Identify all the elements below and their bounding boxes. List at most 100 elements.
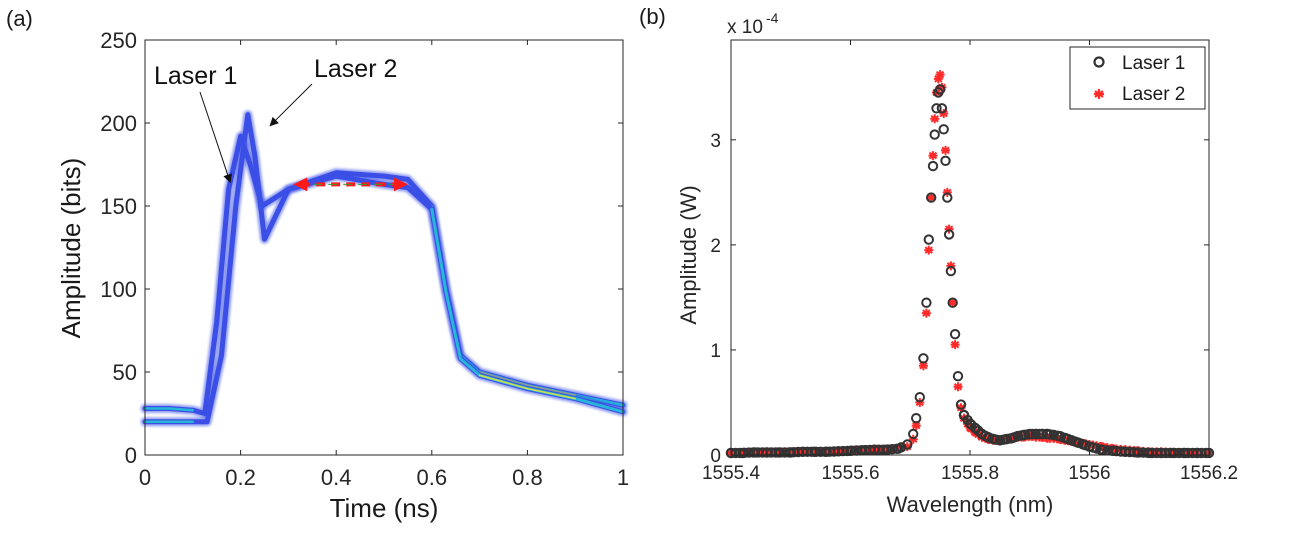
marker-laser-2 — [933, 74, 943, 84]
x-tick-label-b: 1556.2 — [1180, 463, 1238, 484]
marker-laser-1 — [936, 103, 948, 114]
y-tick-label-a: 50 — [113, 360, 137, 385]
y-tick-label-b: 1 — [710, 341, 721, 362]
marker-laser-1 — [902, 439, 913, 450]
series-laser-1 — [725, 84, 1215, 459]
legend-label-laser2: Laser 2 — [1122, 84, 1185, 105]
x-tick-label-a: 0.8 — [512, 465, 543, 490]
marker-laser-2 — [944, 224, 954, 234]
marker-laser-1 — [1196, 447, 1207, 459]
panel-a-label: (a) — [6, 6, 33, 31]
x-axis-label-b: Wavelength (nm) — [887, 492, 1054, 517]
marker-laser-1 — [949, 329, 961, 340]
y-tick-label-a: 150 — [100, 194, 137, 219]
marker-laser-1 — [1030, 428, 1041, 440]
x-tick-label-b: 1556 — [1068, 463, 1110, 484]
trace-laser-2 — [140, 110, 628, 427]
legend-label-laser1: Laser 1 — [1122, 53, 1185, 74]
marker-laser-1 — [908, 428, 919, 440]
marker-laser-1 — [929, 129, 940, 140]
marker-laser-1 — [1095, 444, 1106, 455]
traces-a — [140, 110, 628, 427]
marker-laser-2 — [942, 187, 952, 197]
panel-b-label: (b) — [639, 4, 666, 29]
panel-a: (a) Laser 1 Laser 2 0 0.2 0.4 0.6 0.8 1 0 50 100 1… — [6, 6, 629, 523]
ticks-b: 1555.4 1555.6 1555.8 1556 1556.2 0 1 2 3 — [702, 40, 1238, 484]
y-tick-label-b: 2 — [710, 236, 721, 257]
marker-laser-2 — [937, 82, 947, 92]
y-tick-label-b: 3 — [710, 131, 721, 152]
marker-laser-1 — [943, 229, 955, 240]
annotation-laser-1: Laser 1 — [154, 62, 237, 90]
x-tick-label-a: 0.6 — [417, 465, 448, 490]
y-tick-label-a: 200 — [100, 111, 137, 136]
marker-laser-2 — [939, 109, 949, 119]
scale-factor-label: x 10 -4 — [727, 10, 779, 38]
y-axis-label-b: Amplitude (W) — [676, 185, 701, 324]
legend-marker-laser1 — [1093, 56, 1105, 68]
marker-laser-1 — [891, 443, 902, 454]
marker-laser-1 — [947, 297, 958, 308]
y-axis-label-a: Amplitude (bits) — [56, 158, 86, 339]
double-arrow-head-left — [293, 177, 308, 192]
marker-laser-2 — [902, 442, 912, 452]
marker-laser-1 — [923, 234, 934, 245]
marker-laser-2 — [946, 261, 956, 271]
double-arrow — [293, 177, 408, 192]
scale-factor-exponent: -4 — [766, 10, 779, 26]
marker-laser-1 — [927, 160, 939, 172]
x-tick-label-b: 1555.6 — [821, 463, 879, 484]
x-tick-label-a: 0.4 — [321, 465, 352, 490]
x-tick-label-a: 1 — [617, 465, 629, 490]
x-tick-label-b: 1555.8 — [941, 463, 999, 484]
y-tick-label-b: 0 — [710, 446, 721, 467]
marker-laser-2 — [926, 193, 936, 203]
marker-laser-1 — [938, 124, 949, 135]
marker-laser-2 — [921, 308, 931, 318]
marker-laser-1 — [945, 265, 957, 277]
marker-laser-1 — [955, 399, 967, 410]
marker-laser-2 — [953, 382, 963, 392]
panel-b: (b) 1555.4 1555.6 1555.8 1556 1556.2 0 1 2 3 x 1… — [639, 4, 1238, 517]
marker-laser-1 — [1026, 428, 1038, 440]
marker-laser-2 — [930, 114, 940, 124]
marker-laser-1 — [918, 353, 929, 364]
marker-laser-1 — [1041, 428, 1052, 440]
legend: Laser 1 Laser 2 — [1069, 46, 1206, 110]
marker-laser-2 — [950, 340, 960, 350]
marker-laser-1 — [1200, 447, 1212, 459]
marker-laser-1 — [921, 297, 932, 308]
x-tick-label-a: 0 — [139, 465, 151, 490]
legend-box — [1069, 46, 1206, 110]
marker-laser-1 — [1023, 429, 1034, 440]
marker-laser-2 — [908, 434, 918, 444]
marker-laser-1 — [896, 442, 907, 453]
y-tick-label-a: 0 — [125, 443, 137, 468]
marker-laser-1 — [911, 413, 922, 424]
marker-laser-1 — [926, 192, 937, 203]
marker-laser-1 — [914, 392, 925, 403]
marker-laser-1 — [934, 84, 946, 95]
x-tick-label-a: 0.2 — [225, 465, 256, 490]
annotation-laser-2: Laser 2 — [314, 55, 397, 83]
y-tick-label-a: 100 — [100, 277, 137, 302]
marker-laser-2 — [918, 361, 928, 371]
annotations-a: Laser 1 Laser 2 — [154, 55, 397, 184]
marker-laser-2 — [948, 298, 958, 308]
marker-laser-2 — [956, 403, 966, 413]
marker-laser-1 — [1034, 428, 1045, 440]
marker-laser-2 — [935, 70, 945, 80]
double-arrow-head-right — [393, 177, 408, 192]
marker-laser-2 — [915, 397, 925, 407]
y-tick-label-a: 250 — [100, 28, 137, 53]
marker-laser-2 — [911, 421, 921, 431]
marker-laser-2 — [941, 145, 951, 155]
marker-laser-2 — [924, 245, 934, 255]
marker-laser-1 — [952, 371, 964, 382]
marker-laser-1 — [942, 192, 953, 203]
marker-laser-1 — [1037, 428, 1049, 440]
marker-laser-2 — [928, 151, 938, 161]
annotation-arrow-laser-1 — [199, 91, 232, 184]
ticks-a: 0 0.2 0.4 0.6 0.8 1 0 50 100 150 200 250 — [100, 28, 629, 490]
